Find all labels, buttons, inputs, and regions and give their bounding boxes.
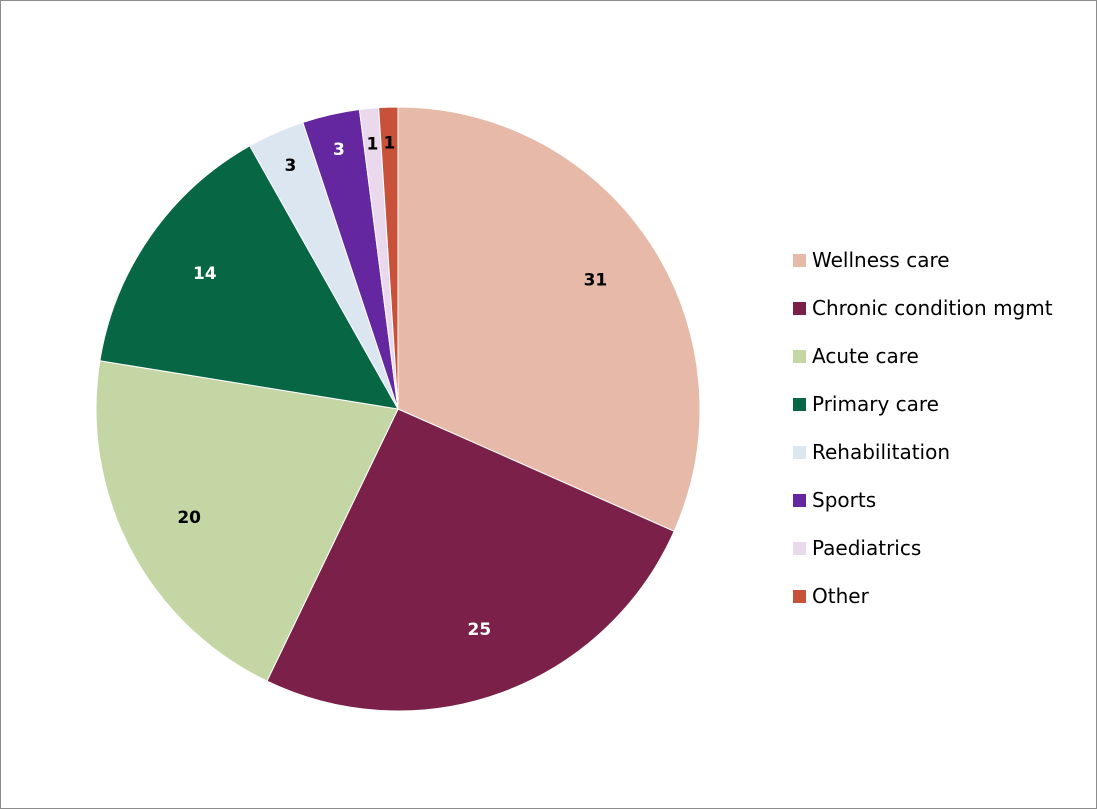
data-label-paediatrics: 1 (367, 134, 379, 154)
legend-label: Other (812, 584, 869, 608)
legend-label: Wellness care (812, 248, 950, 272)
legend-swatch (793, 541, 806, 555)
legend-item: Sports (793, 476, 1093, 524)
pie-slice-other (378, 106, 399, 410)
legend-label: Rehabilitation (812, 440, 951, 464)
data-label-rehabilitation: 3 (285, 156, 297, 176)
legend-swatch (793, 301, 806, 315)
pie-slice-chronic-condition-mgmt (266, 408, 675, 712)
legend-swatch (793, 397, 806, 411)
legend-label: Chronic condition mgmt (812, 296, 1053, 320)
legend-item: Chronic condition mgmt (793, 284, 1093, 332)
data-label-acute-care: 20 (177, 508, 201, 528)
data-label-primary-care: 14 (193, 264, 217, 284)
pie-slice-primary-care (99, 145, 399, 410)
legend-swatch (793, 445, 806, 459)
pie-slice-acute-care (95, 360, 399, 682)
data-label-chronic-condition-mgmt: 25 (468, 620, 492, 640)
legend-item: Acute care (793, 332, 1093, 380)
legend: Wellness care Chronic condition mgmt Acute… (793, 236, 1093, 620)
legend-swatch (793, 493, 806, 507)
legend-item: Primary care (793, 380, 1093, 428)
legend-label: Primary care (812, 392, 939, 416)
data-label-other: 1 (384, 133, 396, 153)
legend-swatch (793, 349, 806, 363)
legend-label: Acute care (812, 344, 919, 368)
pie-slice-wellness-care (397, 106, 701, 532)
legend-label: Sports (812, 488, 877, 512)
legend-swatch (793, 253, 806, 267)
data-label-wellness-care: 31 (584, 270, 608, 290)
legend-item: Paediatrics (793, 524, 1093, 572)
legend-item: Other (793, 572, 1093, 620)
pie-slices (95, 106, 701, 712)
legend-item: Rehabilitation (793, 428, 1093, 476)
legend-item: Wellness care (793, 236, 1093, 284)
data-label-sports: 3 (333, 140, 345, 160)
legend-label: Paediatrics (812, 536, 922, 560)
legend-swatch (793, 589, 806, 603)
